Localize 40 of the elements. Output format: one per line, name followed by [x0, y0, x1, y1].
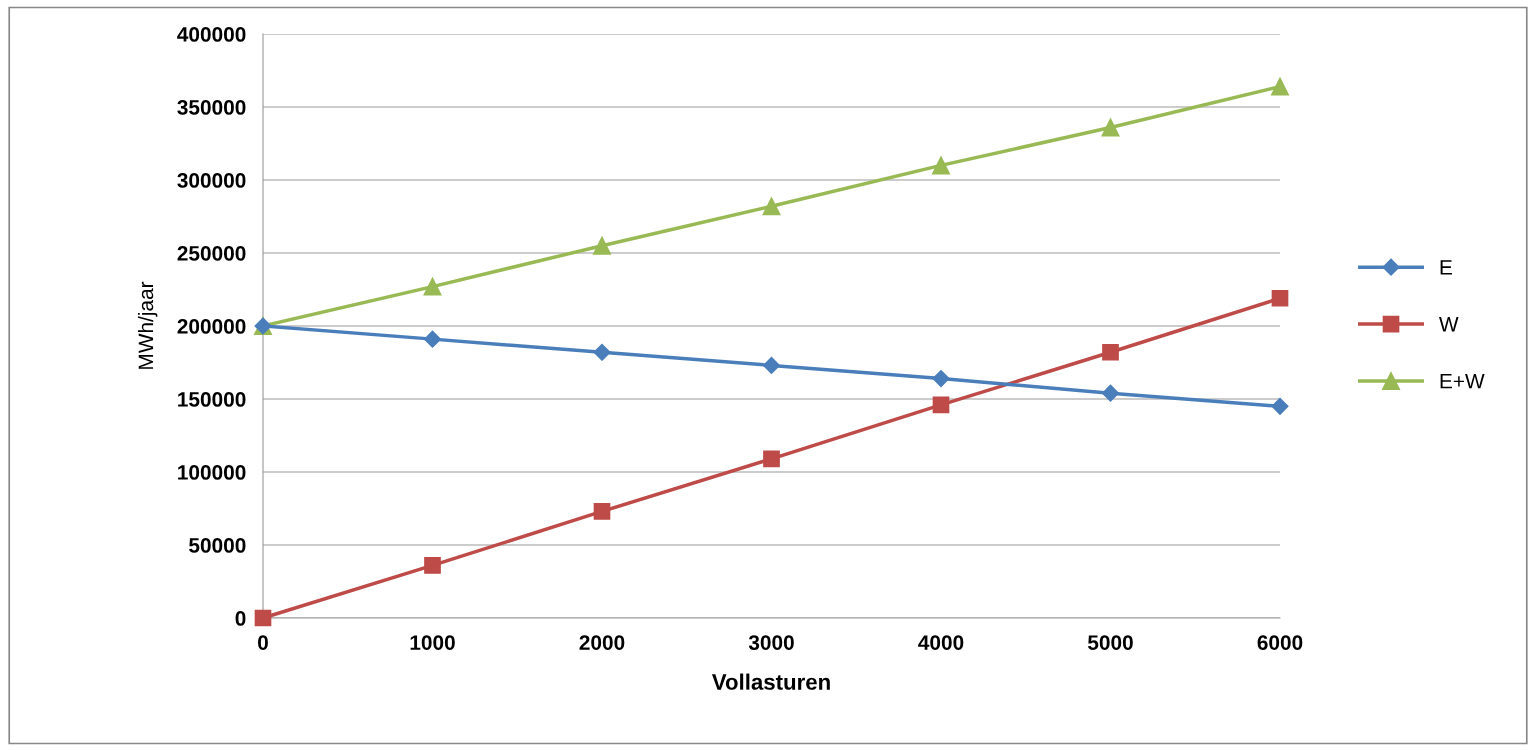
y-tick-label: 400000: [177, 27, 246, 42]
point: [762, 197, 781, 216]
point: [254, 609, 272, 627]
point: [423, 330, 442, 348]
y-tick-label: 150000: [178, 392, 246, 407]
point: [593, 503, 611, 520]
x-tick-label: 3000: [748, 635, 794, 650]
y-tick-label: 250000: [177, 246, 246, 261]
y-tick-label: 50000: [189, 538, 246, 553]
point: [1271, 289, 1289, 307]
point: [423, 277, 442, 296]
x-tick-label: 2000: [579, 635, 625, 650]
x-tick-label: 0: [258, 635, 268, 650]
legend-label: E+W: [1440, 373, 1485, 389]
x-tick-label: 6000: [1257, 635, 1303, 650]
y-axis-title: MWh/jaar: [137, 281, 158, 369]
point: [763, 450, 780, 468]
point: [1102, 343, 1119, 361]
y-tick-label: 200000: [177, 319, 246, 334]
point: [1101, 118, 1120, 137]
point: [592, 236, 612, 255]
legend-label: E: [1440, 260, 1452, 275]
legend-label: W: [1439, 317, 1459, 332]
point: [932, 370, 950, 388]
point: [762, 356, 781, 374]
y-tick-label: 100000: [178, 465, 246, 480]
y-tick-label: 0: [235, 611, 246, 626]
point: [932, 396, 950, 414]
point: [931, 156, 951, 175]
point: [424, 557, 441, 574]
y-tick-label: 300000: [177, 173, 246, 188]
x-axis-title: Vollasturen: [711, 673, 830, 690]
point: [1271, 397, 1289, 415]
point: [593, 343, 611, 361]
point: [1270, 77, 1290, 96]
y-tick-label: 350000: [177, 100, 246, 115]
x-tick-label: 4000: [918, 635, 964, 650]
x-tick-label: 5000: [1087, 635, 1133, 650]
x-tick-label: 1000: [410, 635, 455, 650]
point: [1101, 384, 1120, 402]
